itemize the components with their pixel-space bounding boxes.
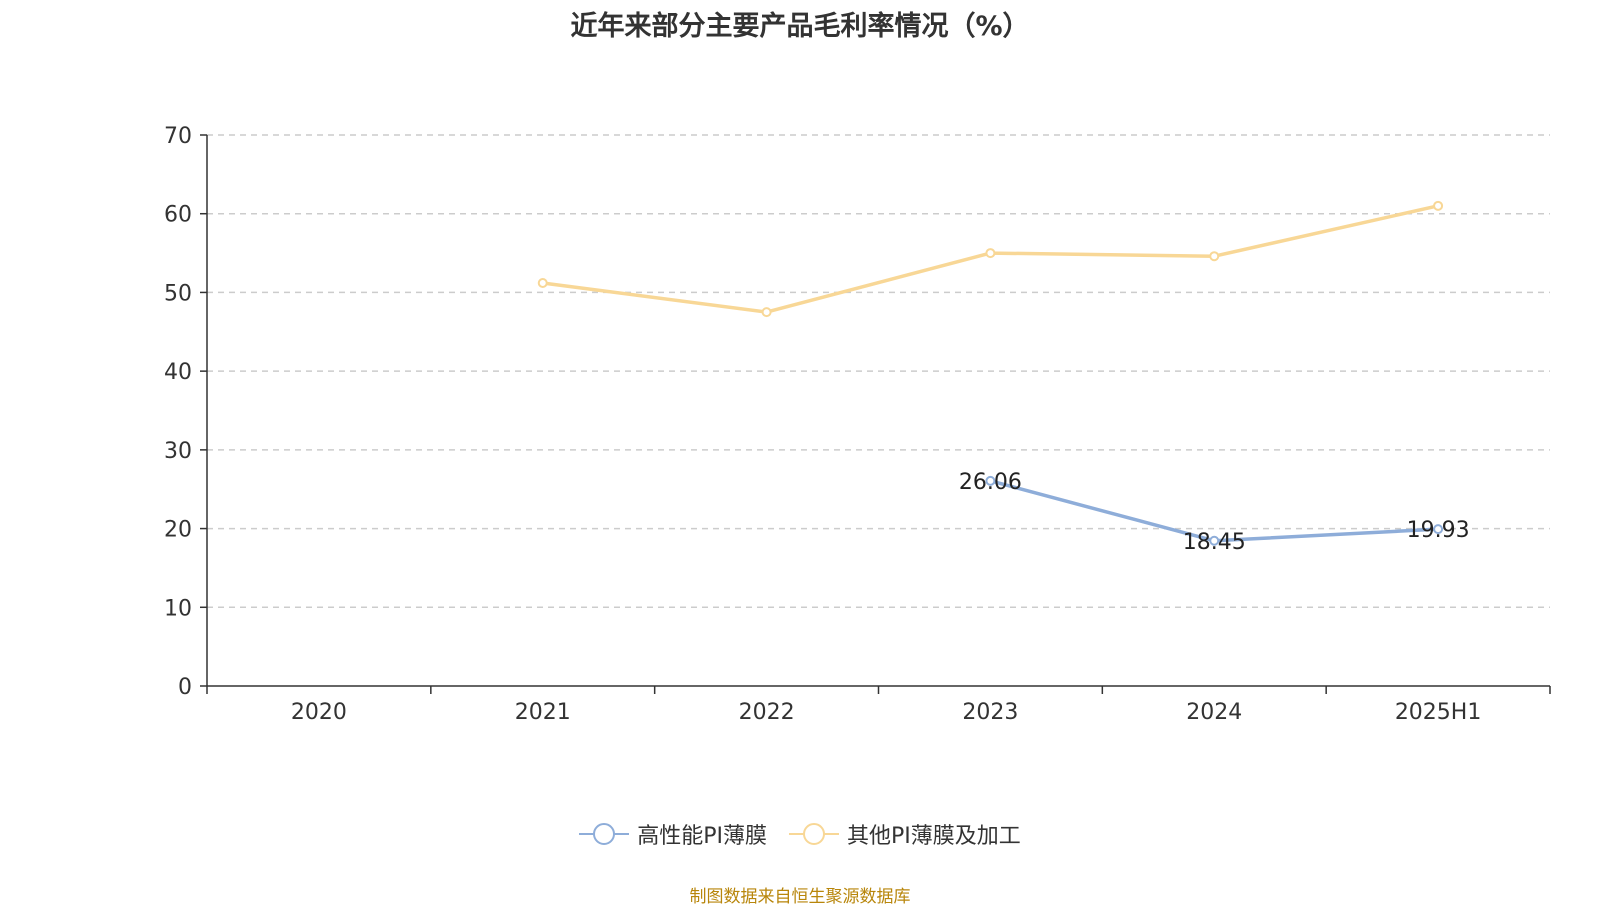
data-label: 19.93 [1407, 518, 1470, 543]
legend-item-series-2[interactable]: 其他PI薄膜及加工 [789, 818, 1021, 850]
data-point [1209, 251, 1220, 262]
y-tick-label: 70 [164, 124, 192, 149]
data-point [1433, 200, 1444, 211]
legend-label-series-2: 其他PI薄膜及加工 [847, 824, 1021, 849]
x-tick-label: 2025H1 [1395, 700, 1482, 725]
y-tick-label: 20 [164, 518, 192, 543]
x-tick-label: 2024 [1186, 700, 1242, 725]
x-tick-label: 2020 [291, 700, 347, 725]
legend-line-circle-icon [789, 823, 839, 845]
y-tick-label: 30 [164, 439, 192, 464]
axes: 0 10 20 30 40 50 60 70 2020 2021 2022 2023 2024 2025H… [164, 124, 1551, 725]
x-tick-label: 2021 [515, 700, 571, 725]
grid-lines [207, 134, 1550, 609]
legend: 高性能PI薄膜 其他PI薄膜及加工 [0, 818, 1600, 850]
y-tick-label: 0 [178, 675, 192, 700]
data-point [1433, 524, 1444, 535]
y-tick-label: 60 [164, 203, 192, 228]
data-point [985, 475, 996, 486]
series-lines [537, 200, 1444, 546]
source-note: 制图数据来自恒生聚源数据库 [689, 887, 911, 907]
y-tick-label: 40 [164, 360, 192, 385]
data-labels: 26.06 18.45 19.93 [959, 470, 1470, 555]
data-point [761, 307, 772, 318]
data-label: 18.45 [1183, 530, 1246, 555]
y-tick-label: 50 [164, 281, 192, 306]
series-line-2 [542, 204, 1439, 314]
legend-line-circle-icon [579, 823, 630, 845]
legend-label-series-1: 高性能PI薄膜 [637, 824, 767, 849]
x-tick-label: 2023 [962, 700, 1018, 725]
x-tick-label: 2022 [739, 700, 795, 725]
legend-item-series-1[interactable]: 高性能PI薄膜 [579, 818, 767, 850]
data-point [537, 277, 548, 288]
data-point [985, 248, 996, 259]
y-tick-label: 10 [164, 596, 192, 621]
data-label: 26.06 [959, 470, 1022, 495]
chart-title: 近年来部分主要产品毛利率情况（%） [570, 11, 1030, 42]
data-point [1209, 535, 1220, 546]
